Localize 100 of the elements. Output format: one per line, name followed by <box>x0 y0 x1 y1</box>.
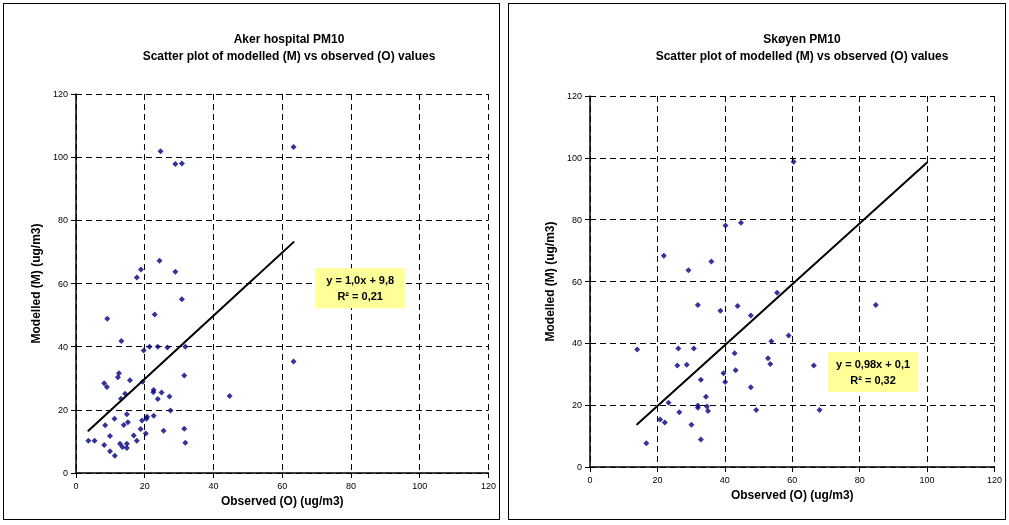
point <box>118 337 125 344</box>
point <box>123 445 130 452</box>
point <box>722 378 729 385</box>
point <box>178 160 185 167</box>
point <box>690 345 697 352</box>
point <box>290 144 297 151</box>
chart-title: Skøyen PM10 <box>763 32 842 46</box>
point <box>734 302 741 309</box>
point <box>717 307 724 314</box>
point <box>694 302 701 308</box>
point <box>720 370 727 377</box>
point <box>107 448 114 455</box>
point <box>172 161 179 168</box>
point <box>115 370 122 377</box>
point <box>139 417 145 424</box>
point <box>91 437 98 444</box>
y-tick-label: 40 <box>57 341 68 352</box>
point <box>178 296 185 303</box>
point <box>120 421 127 428</box>
point <box>114 374 121 381</box>
chart-subtitle: Scatter plot of modelled (M) vs observed (O) values <box>655 49 949 63</box>
annotation: R² = 0,32 <box>850 373 896 386</box>
point <box>166 393 173 400</box>
point <box>753 407 760 414</box>
x-tick-label: 20 <box>652 474 663 485</box>
x-tick-label: 60 <box>787 474 798 485</box>
annotation: R² = 0,21 <box>337 290 383 303</box>
x-tick-label: 100 <box>412 480 428 491</box>
point <box>661 419 668 426</box>
y-tick-label: 20 <box>57 404 68 415</box>
point <box>146 343 153 350</box>
point <box>657 416 664 423</box>
y-tick-label: 100 <box>52 152 68 163</box>
x-tick-label: 40 <box>719 474 730 485</box>
chart-title: Aker hospital PM10 <box>233 32 345 46</box>
point <box>768 338 775 345</box>
point <box>154 396 161 403</box>
point <box>731 350 738 357</box>
y-tick-label: 20 <box>571 400 582 411</box>
point <box>872 302 879 308</box>
point <box>150 412 157 419</box>
point <box>702 393 709 400</box>
y-tick-label: 80 <box>571 214 582 225</box>
point <box>764 355 771 362</box>
point <box>158 389 165 396</box>
point <box>157 148 164 155</box>
point <box>660 252 667 259</box>
point <box>137 426 144 433</box>
point <box>816 407 823 414</box>
point <box>688 421 695 428</box>
x-tick-label: 0 <box>587 474 593 485</box>
annotation: y = 0,98x + 0,1 <box>836 357 911 370</box>
point <box>133 274 140 281</box>
point <box>732 367 739 374</box>
point <box>119 444 126 451</box>
point <box>117 440 123 447</box>
y-tick-label: 40 <box>571 338 582 349</box>
point <box>747 384 754 391</box>
point <box>124 419 131 426</box>
annotation: y = 1,0x + 9,8 <box>326 274 395 287</box>
point <box>774 289 781 296</box>
point <box>226 392 233 399</box>
chart-subtitle: Scatter plot of modelled (M) vs observed (O) values <box>142 49 436 63</box>
point <box>790 158 797 165</box>
y-tick-label: 60 <box>571 276 582 287</box>
point <box>137 266 144 273</box>
x-tick-label: 20 <box>139 480 150 491</box>
point <box>160 427 167 434</box>
x-tick-label: 40 <box>208 480 219 491</box>
point <box>130 432 137 439</box>
point <box>102 422 109 429</box>
x-axis-title: Observed (O) (ug/m3) <box>730 488 854 502</box>
x-tick-label: 120 <box>986 474 1003 485</box>
point <box>181 425 188 432</box>
x-tick-label: 100 <box>919 474 935 485</box>
point <box>126 377 133 384</box>
x-tick-label: 60 <box>277 480 288 491</box>
y-tick-label: 80 <box>57 215 68 226</box>
point <box>103 384 110 391</box>
point <box>697 376 704 383</box>
y-tick-label: 120 <box>52 89 68 99</box>
point <box>111 415 118 422</box>
point <box>154 343 161 350</box>
y-tick-label: 100 <box>566 152 582 163</box>
point <box>643 440 650 447</box>
point <box>172 268 179 275</box>
point <box>101 441 108 448</box>
point <box>123 411 130 418</box>
point <box>704 408 711 415</box>
x-axis-title: Observed (O) (ug/m3) <box>220 494 344 508</box>
x-tick-label: 80 <box>854 474 865 485</box>
point <box>111 452 118 459</box>
point <box>703 403 710 410</box>
point <box>85 437 92 444</box>
point <box>182 439 189 446</box>
point <box>290 358 297 365</box>
point <box>107 433 114 440</box>
point <box>182 343 189 350</box>
point <box>665 399 672 406</box>
point <box>181 372 188 379</box>
